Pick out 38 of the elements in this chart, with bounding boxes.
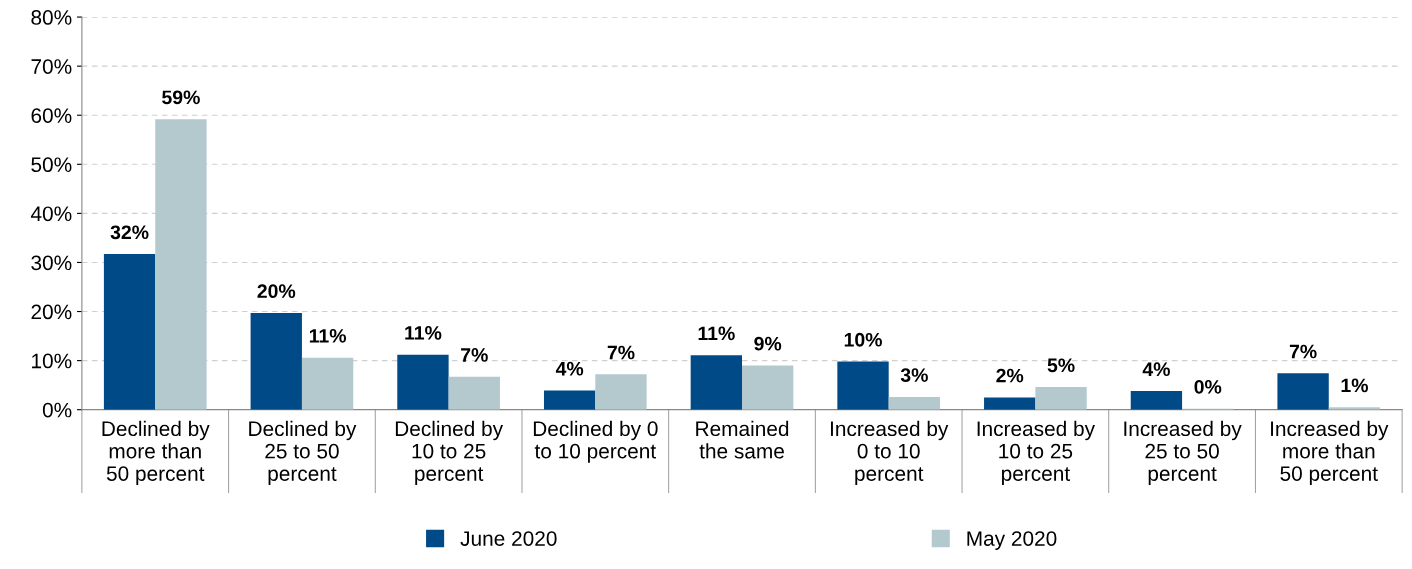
legend-label: June 2020 xyxy=(460,531,557,546)
data-label: 4% xyxy=(1142,362,1170,377)
data-label: 11% xyxy=(405,326,442,340)
y-tick-label: 80% xyxy=(31,10,72,25)
y-tick-label: 20% xyxy=(31,304,72,320)
data-label: 9% xyxy=(754,336,782,351)
data-label: 0% xyxy=(1194,379,1222,394)
data-label: 11% xyxy=(698,326,735,341)
x-tick-label: Increased by 0 to 10 percent xyxy=(830,420,949,486)
data-label: 59% xyxy=(162,90,200,105)
x-tick-label: Remained the same xyxy=(696,420,789,459)
y-tick-label: 60% xyxy=(31,108,72,123)
data-label: 3% xyxy=(900,368,928,382)
data-label: 32% xyxy=(110,225,149,240)
y-tick-label: 50% xyxy=(31,157,72,173)
data-label: 4% xyxy=(555,361,584,376)
y-tick-label: 40% xyxy=(30,206,72,222)
data-label: 20% xyxy=(257,284,296,299)
legend-label: May 2020 xyxy=(967,531,1057,551)
y-tick-label: 10% xyxy=(32,353,72,369)
x-tick-label: Declined by 25 to 50 percent xyxy=(249,420,357,486)
x-tick-label: Declined by 0 to 10 percent xyxy=(533,420,658,463)
data-label: 2% xyxy=(996,368,1024,383)
x-tick-label: Increased by 10 to 25 percent xyxy=(977,420,1095,486)
data-label: 7% xyxy=(461,348,488,362)
y-tick-label: 70% xyxy=(31,59,72,74)
data-label: 1% xyxy=(1341,378,1368,393)
y-tick-label: 30% xyxy=(31,255,72,271)
data-label: 7% xyxy=(607,345,635,360)
x-tick-label: Declined by 10 to 25 percent xyxy=(395,420,504,486)
data-label: 10% xyxy=(844,332,882,347)
data-label: 7% xyxy=(1289,344,1317,359)
data-label: 11% xyxy=(309,328,347,343)
data-label: 5% xyxy=(1047,358,1075,373)
x-tick-label: Declined by more than 50 percent xyxy=(102,420,210,486)
x-tick-label: Increased by more than 50 percent xyxy=(1271,420,1389,486)
x-tick-label: Increased by 25 to 50 percent xyxy=(1124,420,1242,486)
y-tick-label: 0% xyxy=(42,402,72,418)
